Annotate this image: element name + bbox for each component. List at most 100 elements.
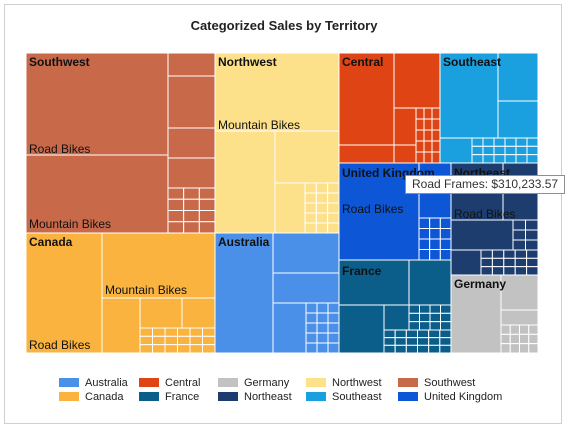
southwest-tile[interactable] — [167, 221, 185, 234]
australia-cell[interactable] — [272, 272, 340, 304]
southwest-tile[interactable] — [167, 198, 185, 211]
united-kingdom-tile[interactable] — [429, 217, 441, 229]
united-kingdom-tile[interactable] — [429, 249, 441, 261]
northeast-tile[interactable] — [480, 249, 493, 259]
canada-tile[interactable] — [177, 327, 191, 337]
southeast-tile[interactable] — [493, 154, 506, 164]
france-tile[interactable] — [408, 312, 420, 323]
france-tile[interactable] — [440, 321, 452, 331]
legend-item[interactable]: United Kingdom — [398, 390, 502, 404]
central-tile[interactable] — [423, 151, 433, 164]
northeast-tile[interactable] — [525, 239, 539, 251]
canada-cell[interactable] — [101, 297, 141, 354]
france-tile[interactable] — [408, 321, 420, 331]
canada-tile[interactable] — [164, 327, 178, 337]
southeast-tile[interactable] — [515, 145, 528, 156]
southwest-tile[interactable] — [198, 198, 216, 211]
australia-tile[interactable] — [327, 342, 340, 354]
southwest-cell[interactable] — [167, 127, 216, 159]
northwest-tile[interactable] — [327, 212, 340, 224]
france-tile[interactable] — [429, 321, 441, 331]
canada-tile[interactable] — [152, 335, 166, 346]
northeast-cell[interactable] — [450, 219, 514, 251]
northeast-tile[interactable] — [503, 249, 516, 259]
central-tile[interactable] — [415, 140, 425, 153]
germany-tile[interactable] — [519, 333, 530, 345]
australia-tile[interactable] — [327, 332, 340, 344]
northeast-tile[interactable] — [525, 219, 539, 231]
france-tile[interactable] — [429, 304, 441, 314]
southeast-tile[interactable] — [471, 145, 484, 156]
central-tile[interactable] — [423, 118, 433, 131]
legend-item[interactable]: Canada — [59, 390, 124, 404]
southeast-tile[interactable] — [471, 137, 484, 147]
united-kingdom-tile[interactable] — [418, 217, 431, 229]
legend-item[interactable]: Southeast — [306, 390, 382, 404]
united-kingdom-tile[interactable] — [418, 249, 431, 261]
united-kingdom-tile[interactable] — [418, 238, 431, 250]
northwest-tile[interactable] — [315, 202, 329, 214]
southeast-tile[interactable] — [482, 145, 495, 156]
france-tile[interactable] — [428, 344, 441, 354]
central-cell[interactable] — [393, 52, 441, 109]
central-tile[interactable] — [415, 118, 425, 131]
canada-tile[interactable] — [189, 327, 203, 337]
legend-item[interactable]: Central — [139, 376, 200, 390]
northeast-tile[interactable] — [491, 257, 505, 268]
southeast-cell[interactable] — [439, 137, 473, 164]
australia-tile[interactable] — [305, 302, 318, 314]
southwest-tile[interactable] — [183, 187, 200, 200]
australia-tile[interactable] — [316, 342, 329, 354]
australia-tile[interactable] — [316, 302, 329, 314]
northeast-cell[interactable] — [450, 249, 482, 276]
northeast-tile[interactable] — [480, 266, 493, 276]
northwest-mountain-bikes[interactable] — [214, 52, 340, 132]
france-tile[interactable] — [439, 344, 452, 354]
canada-tile[interactable] — [177, 344, 191, 354]
united-kingdom-tile[interactable] — [439, 249, 452, 261]
central-tile[interactable] — [423, 107, 433, 120]
australia-tile[interactable] — [305, 322, 318, 334]
northeast-tile[interactable] — [525, 229, 539, 241]
southwest-tile[interactable] — [198, 187, 216, 200]
france-tile[interactable] — [419, 312, 431, 323]
australia-tile[interactable] — [305, 312, 318, 324]
canada-tile[interactable] — [177, 335, 191, 346]
germany-tile[interactable] — [500, 333, 511, 345]
legend-item[interactable]: Australia — [59, 376, 128, 390]
northeast-tile[interactable] — [512, 219, 526, 231]
france-tile[interactable] — [394, 337, 407, 346]
northeast-tile[interactable] — [526, 266, 539, 276]
canada-tile[interactable] — [202, 335, 216, 346]
southeast-tile[interactable] — [504, 145, 517, 156]
france-tile[interactable] — [394, 344, 407, 354]
australia-tile[interactable] — [316, 332, 329, 344]
northeast-tile[interactable] — [526, 249, 539, 259]
germany-tile[interactable] — [519, 324, 530, 335]
northwest-tile[interactable] — [304, 192, 317, 204]
france-tile[interactable] — [383, 344, 396, 354]
germany-cell[interactable] — [500, 274, 539, 311]
legend-item[interactable]: Northeast — [218, 390, 292, 404]
france-tile[interactable] — [417, 344, 430, 354]
canada-road-bikes[interactable] — [25, 232, 103, 354]
germany-tile[interactable] — [528, 343, 539, 354]
central-tile[interactable] — [423, 140, 433, 153]
france-tile[interactable] — [408, 304, 420, 314]
germany-road-bikes[interactable] — [450, 274, 502, 354]
northwest-tile[interactable] — [304, 222, 317, 234]
france-tile[interactable] — [383, 329, 396, 339]
australia-tile[interactable] — [327, 322, 340, 334]
central-tile[interactable] — [431, 129, 441, 142]
france-tile[interactable] — [419, 321, 431, 331]
northeast-tile[interactable] — [526, 257, 539, 268]
southeast-tile[interactable] — [515, 154, 528, 164]
southeast-tile[interactable] — [482, 137, 495, 147]
southwest-road-bikes[interactable] — [25, 52, 169, 156]
northwest-tile[interactable] — [315, 182, 329, 194]
northwest-tile[interactable] — [327, 222, 340, 234]
southwest-cell[interactable] — [167, 157, 216, 189]
northwest-tile[interactable] — [327, 202, 340, 214]
france-tile[interactable] — [428, 329, 441, 339]
australia-tile[interactable] — [316, 322, 329, 334]
